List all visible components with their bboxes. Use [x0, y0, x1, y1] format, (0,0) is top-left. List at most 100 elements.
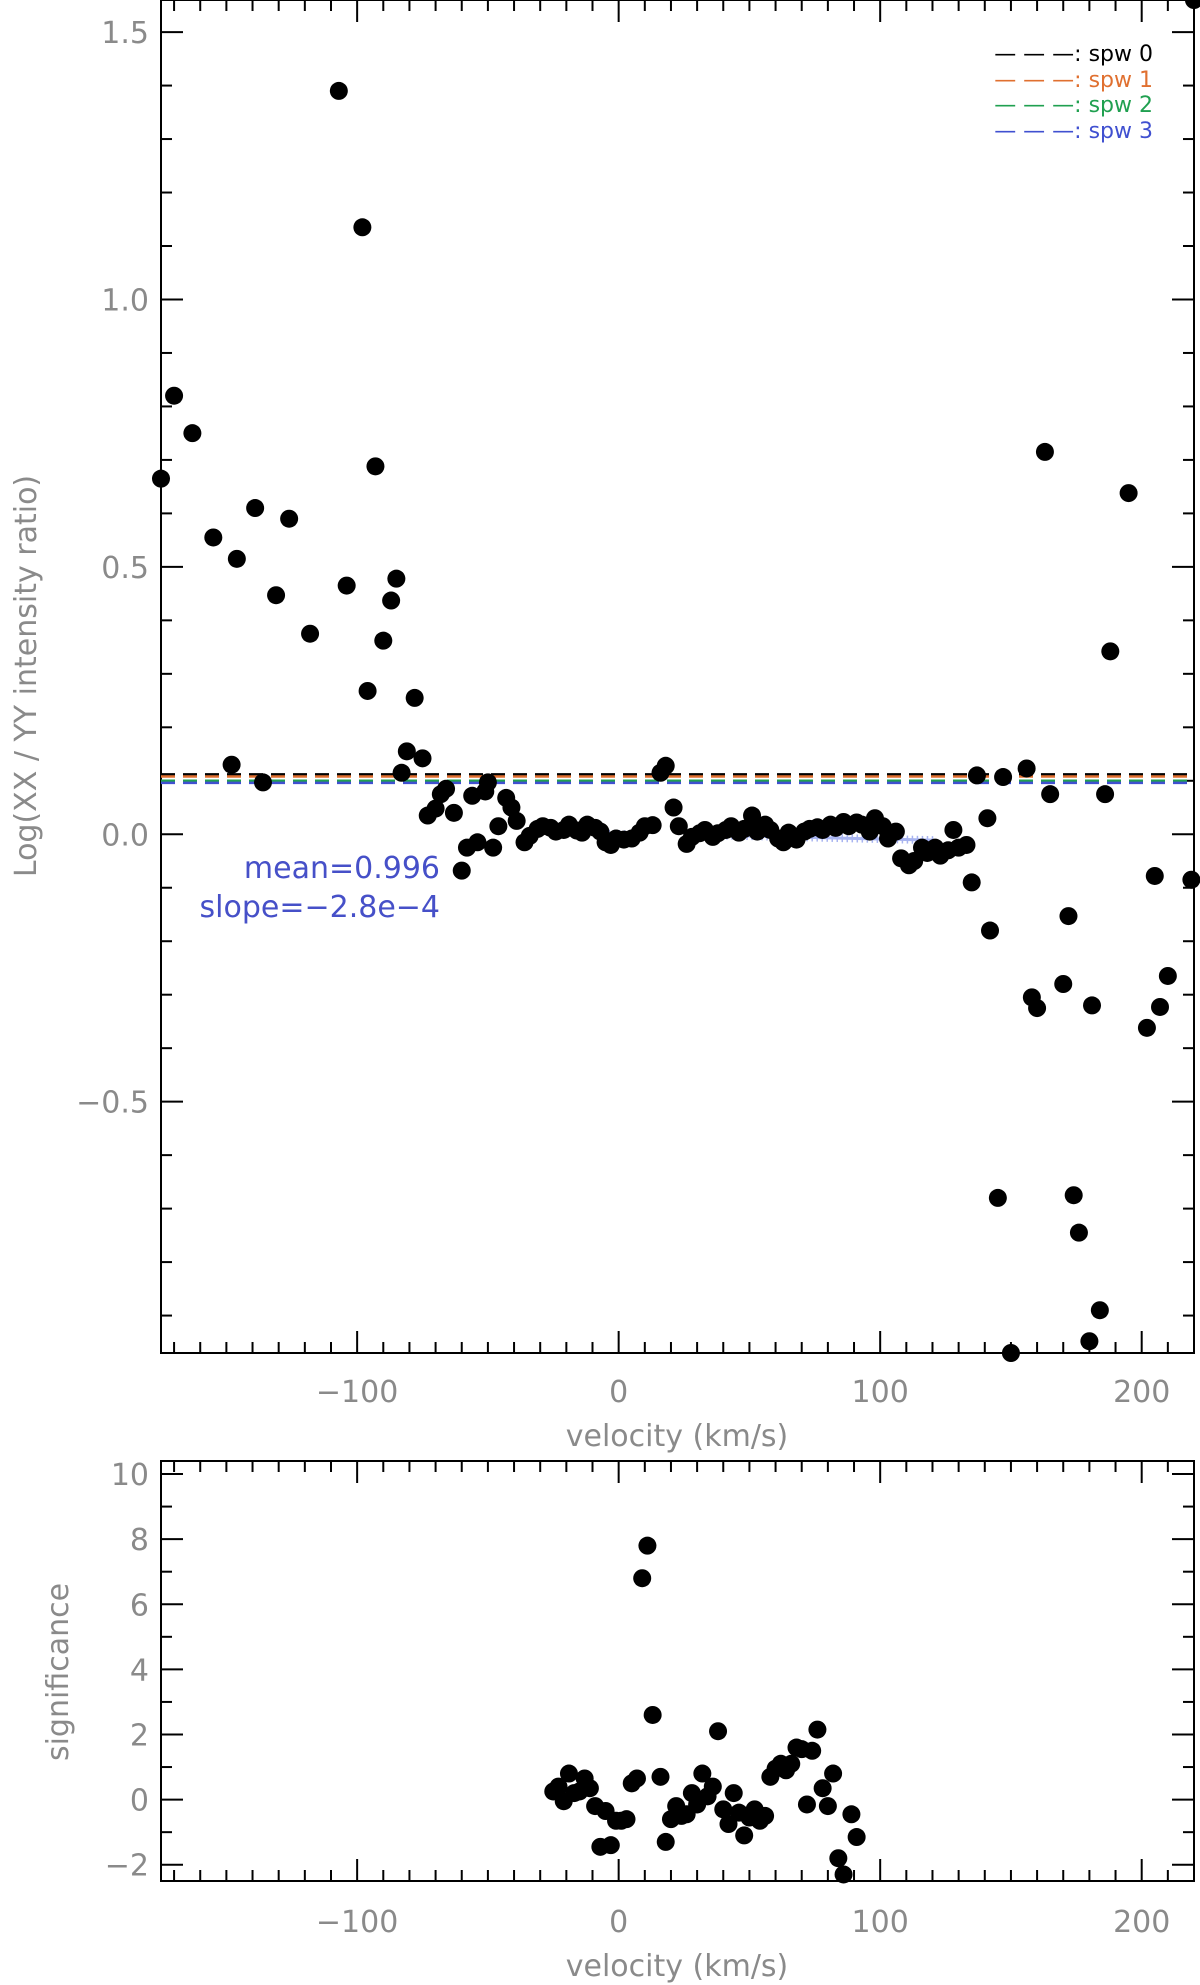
top-data-point	[397, 742, 416, 761]
top-data-point	[1001, 1344, 1020, 1362]
top-data-point	[444, 803, 463, 822]
top-y-tick-label: −0.5	[76, 1086, 149, 1121]
bottom-y-tick-labels: −2 0 2 4 6 8 10	[105, 1458, 149, 1884]
top-panel: −100 0 100 200 −0.5 0.0 0.5 1.0 1.5 velocity (k…	[9, 0, 1200, 1454]
top-data-point	[664, 798, 683, 817]
bottom-data-point	[643, 1705, 662, 1724]
bottom-data-point	[724, 1784, 743, 1803]
top-data-point	[994, 768, 1013, 787]
bottom-data-point	[709, 1722, 728, 1741]
top-data-point	[905, 852, 924, 870]
bottom-data-point	[834, 1865, 853, 1884]
bottom-y-tick-label: 4	[130, 1653, 149, 1688]
top-data-point	[978, 809, 997, 828]
top-data-point	[1119, 484, 1138, 503]
top-data-point	[944, 820, 963, 839]
top-data-point	[1101, 642, 1120, 661]
bottom-tick-marks	[161, 1461, 1195, 1881]
top-x-tick-label: 0	[609, 1375, 628, 1410]
bottom-data-points	[544, 1536, 866, 1884]
bottom-data-point	[818, 1797, 837, 1816]
top-data-point	[886, 822, 905, 841]
top-data-point	[152, 469, 170, 488]
top-data-point	[337, 576, 356, 595]
bottom-data-point	[714, 1800, 733, 1819]
top-data-point	[507, 811, 526, 830]
bottom-data-point	[638, 1536, 657, 1555]
top-y-axis-label: Log(XX / YY intensity ratio)	[9, 475, 44, 877]
top-data-point	[1158, 966, 1177, 985]
top-data-point	[301, 624, 320, 643]
top-data-point	[1064, 1186, 1083, 1205]
bottom-y-tick-label: 6	[130, 1588, 149, 1623]
top-data-point	[656, 756, 675, 775]
bottom-data-point	[829, 1849, 848, 1868]
reference-lines	[161, 773, 1194, 785]
top-data-point	[165, 386, 184, 405]
top-tick-marks	[161, 0, 1195, 1353]
bottom-y-tick-label: 0	[130, 1784, 149, 1819]
top-data-point	[253, 773, 272, 792]
bottom-data-point	[617, 1810, 636, 1829]
top-data-point	[387, 569, 406, 588]
legend-entry-spw-1: — — —: spw 1	[994, 68, 1153, 93]
top-data-point	[1145, 866, 1164, 885]
top-x-tick-labels: −100 0 100 200	[316, 1375, 1170, 1410]
bottom-data-point	[633, 1569, 652, 1588]
top-y-tick-labels: −0.5 0.0 0.5 1.0 1.5	[76, 16, 149, 1121]
bottom-y-tick-label: 8	[130, 1523, 149, 1558]
top-y-tick-label: 0.0	[101, 818, 149, 853]
top-data-point	[358, 681, 377, 700]
bottom-data-point	[719, 1815, 738, 1834]
bottom-data-point	[656, 1832, 675, 1851]
top-data-point	[1035, 442, 1054, 461]
top-data-point	[981, 921, 1000, 940]
top-x-axis-label: velocity (km/s)	[566, 1419, 789, 1454]
bottom-data-point	[813, 1779, 832, 1798]
top-data-point	[1041, 785, 1060, 804]
bottom-data-point	[808, 1720, 827, 1739]
bottom-data-point	[842, 1805, 861, 1824]
top-x-tick-label: 200	[1113, 1375, 1170, 1410]
top-data-point	[988, 1188, 1007, 1207]
top-data-point	[246, 499, 265, 518]
bottom-y-tick-label: 2	[130, 1718, 149, 1753]
top-x-tick-label: −100	[316, 1375, 398, 1410]
bottom-y-axis-label: significance	[41, 1583, 76, 1761]
top-data-point	[329, 81, 348, 100]
top-x-tick-label: 100	[852, 1375, 909, 1410]
top-y-tick-label: 0.5	[101, 551, 149, 586]
top-data-point	[413, 749, 432, 768]
top-data-point	[1083, 996, 1102, 1015]
top-data-point	[353, 218, 372, 237]
top-data-point	[452, 861, 471, 880]
top-data-point	[405, 688, 424, 707]
bottom-plot-frame	[160, 1460, 1195, 1882]
top-data-point	[426, 799, 445, 818]
top-data-point	[227, 549, 246, 568]
top-data-point	[478, 773, 497, 792]
bottom-data-point	[651, 1767, 670, 1786]
top-data-point	[280, 509, 299, 528]
top-data-point	[1059, 907, 1078, 926]
top-data-point	[468, 833, 487, 852]
top-data-point	[643, 816, 662, 835]
top-y-tick-label: 1.0	[101, 283, 149, 318]
top-data-point	[1017, 759, 1036, 778]
top-data-point	[1151, 997, 1170, 1016]
bottom-y-tick-label: −2	[105, 1849, 149, 1884]
bottom-data-point	[735, 1826, 754, 1845]
bottom-x-axis-label: velocity (km/s)	[566, 1949, 789, 1984]
top-y-tick-label: 1.5	[101, 16, 149, 51]
bottom-data-point	[559, 1764, 578, 1783]
top-data-point	[1028, 999, 1047, 1018]
bottom-data-point	[797, 1795, 816, 1814]
bottom-panel: −100 0 100 200 −2 0 2 4 6 8 10 velocity (km/s) si…	[41, 1458, 1195, 1984]
bottom-x-tick-label: −100	[316, 1905, 398, 1940]
top-data-point	[382, 591, 401, 610]
bottom-x-tick-label: 0	[609, 1905, 628, 1940]
bottom-data-point	[693, 1764, 712, 1783]
bottom-data-point	[580, 1779, 599, 1798]
top-data-point	[1090, 1301, 1109, 1320]
